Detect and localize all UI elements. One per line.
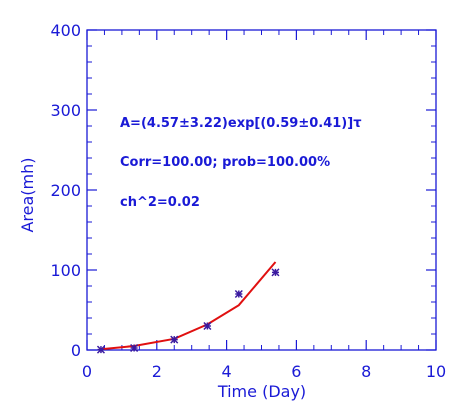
data-point (130, 343, 139, 353)
data-point (234, 289, 243, 299)
y-tick-label: 200 (50, 181, 81, 200)
fit-line (100, 261, 277, 351)
data-point (96, 345, 105, 354)
x-tick-label: 2 (152, 362, 162, 381)
data-point (271, 268, 280, 277)
data-point (203, 321, 212, 331)
plot-frame (86, 29, 437, 351)
x-tick-label: 10 (426, 362, 446, 381)
y-tick-label: 400 (50, 21, 81, 40)
y-tick-label: 300 (50, 101, 81, 120)
x-tick-label: 6 (291, 362, 301, 381)
fit-equation: A=(4.57±3.22)exp[(0.59±0.41)]τ (120, 116, 362, 131)
x-tick-label: 8 (361, 362, 371, 381)
chi-square-text: ch^2=0.02 (120, 195, 200, 210)
data-point (170, 335, 179, 344)
data-points-group (96, 268, 280, 354)
fit-line-group (100, 261, 277, 351)
plot-border (86, 29, 437, 351)
x-tick-label: 0 (82, 362, 92, 381)
x-axis-label: Time (Day) (217, 382, 306, 401)
tick-marks (86, 29, 437, 351)
y-tick-label: 100 (50, 261, 81, 280)
y-axis-label: Area(mh) (18, 157, 37, 232)
correlation-text: Corr=100.00; prob=100.00% (120, 155, 330, 170)
y-tick-label: 0 (71, 341, 81, 360)
x-tick-label: 4 (222, 362, 232, 381)
